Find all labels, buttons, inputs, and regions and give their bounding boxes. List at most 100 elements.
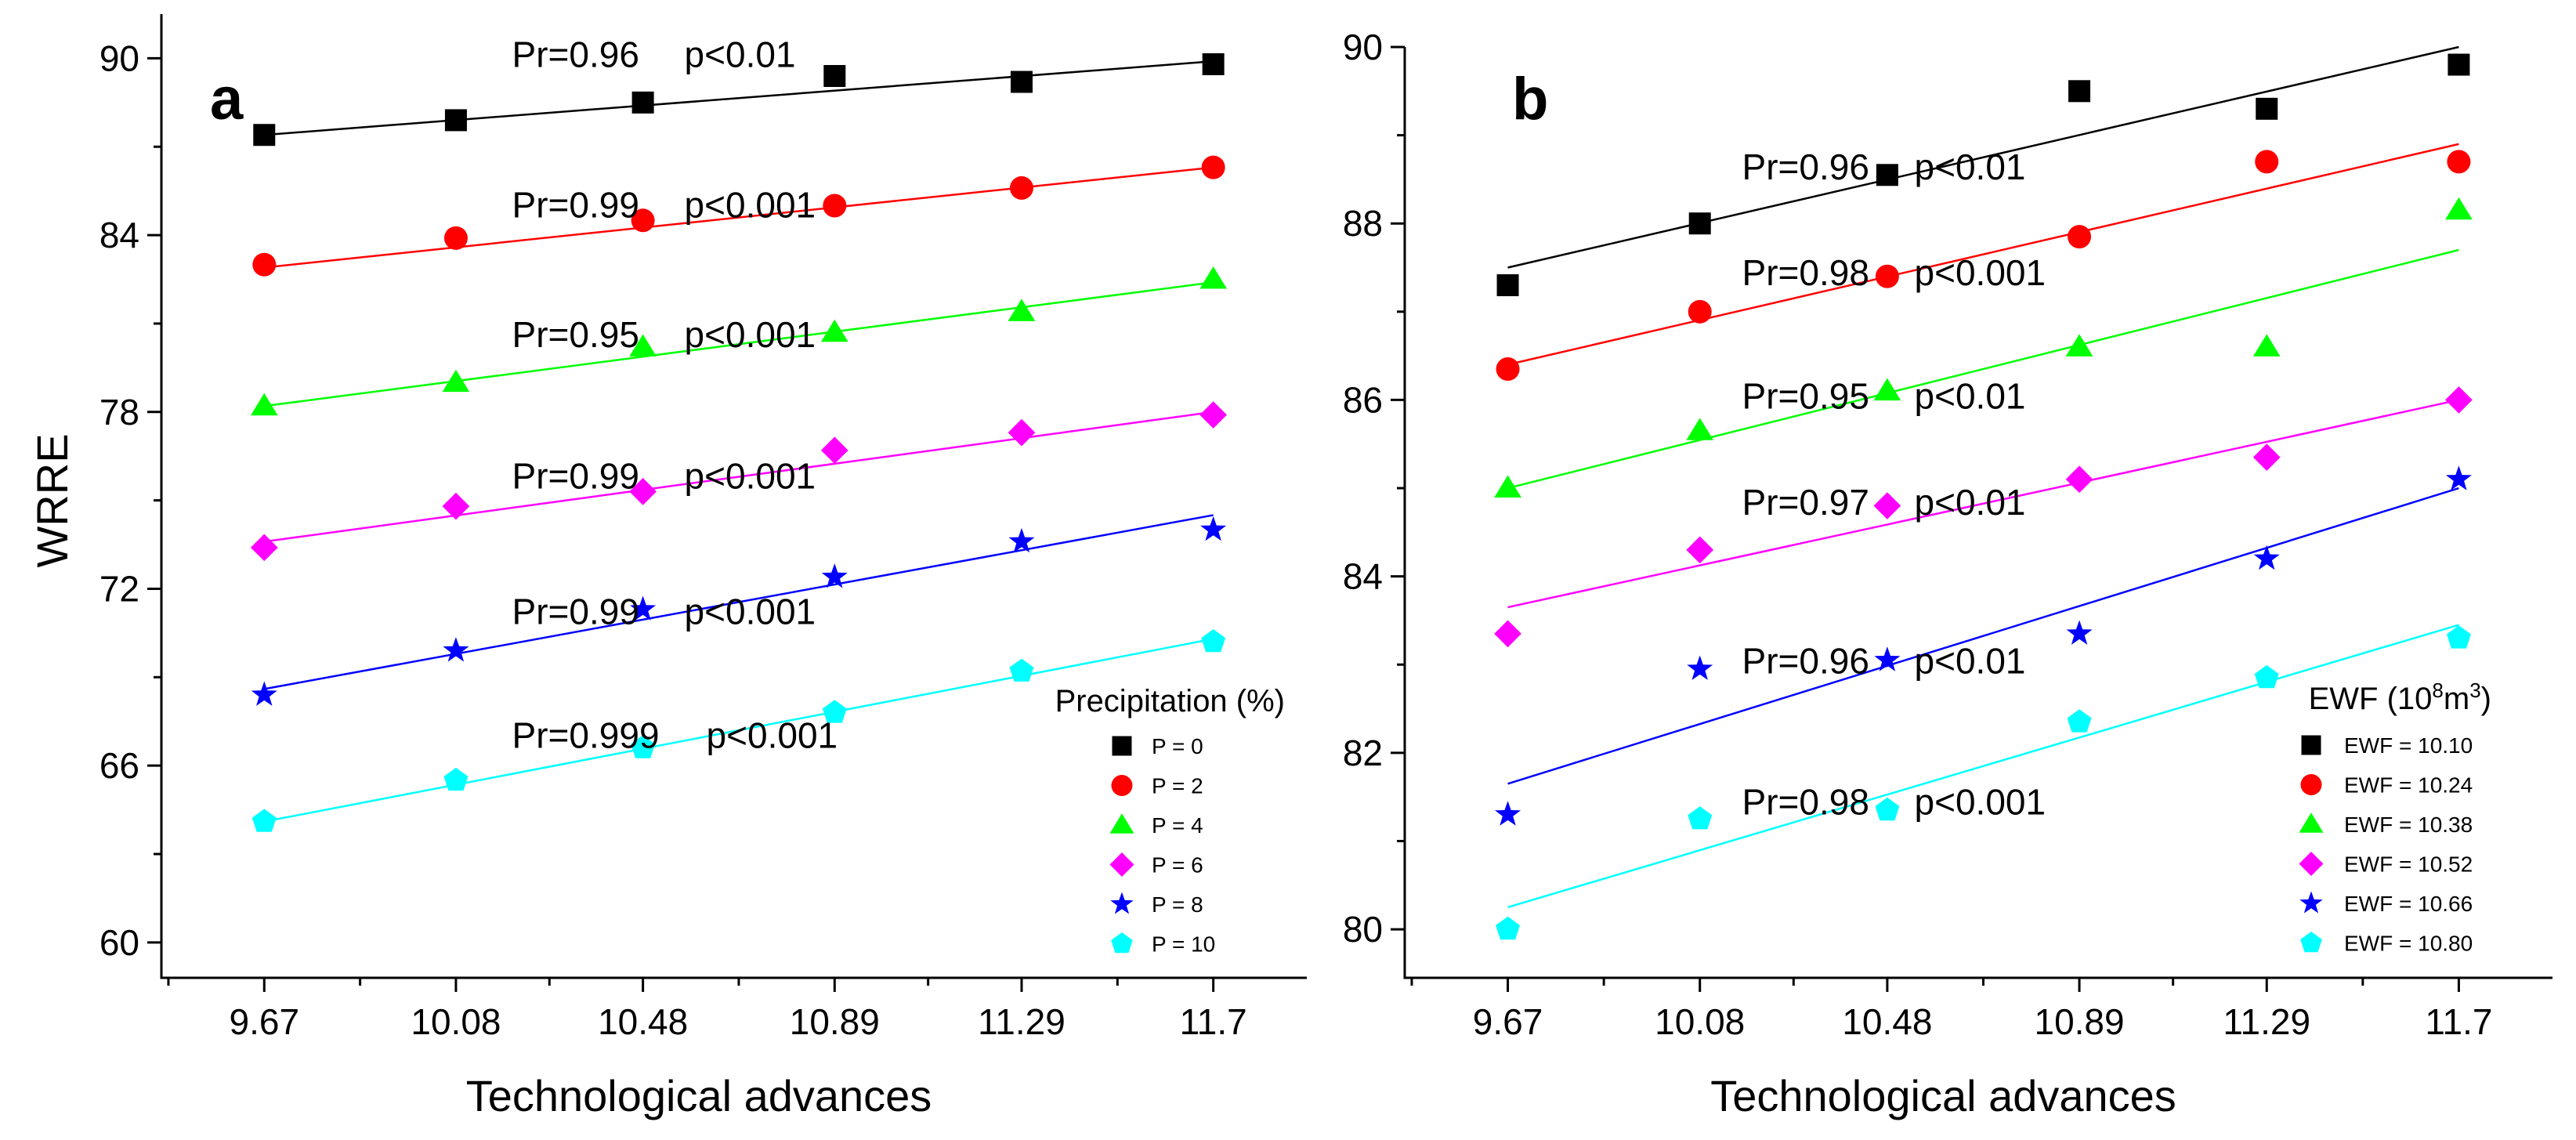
data-point: [1494, 620, 1521, 648]
data-point: [1873, 378, 1901, 401]
data-point: [1496, 357, 1520, 382]
legend: EWF (108m3) EWF = 10.10 EWF = 10.24 EWF = 1…: [2299, 679, 2491, 956]
legend-title: Precipitation (%): [1055, 684, 1285, 718]
p-value-label: p<0.01: [1915, 641, 2026, 682]
legend-label: P = 0: [1152, 734, 1203, 758]
data-point: [2254, 664, 2279, 689]
legend-marker: [1111, 775, 1133, 796]
data-point: [1874, 646, 1901, 671]
data-point: [1686, 536, 1714, 564]
series-6: Pr=0.98 p<0.001: [1496, 624, 2471, 940]
y-tick-label: 82: [1343, 733, 1383, 773]
panel-label: b: [1512, 66, 1548, 132]
fit-line: [1507, 248, 2459, 490]
data-point: [1199, 401, 1228, 429]
legend-marker: [2299, 852, 2324, 876]
fit-line: [1507, 143, 2459, 366]
data-point: [1495, 801, 1521, 826]
y-tick-label: 84: [99, 215, 139, 255]
data-point: [1688, 806, 1713, 830]
data-point: [823, 64, 846, 87]
legend-label: EWF = 10.52: [2344, 852, 2473, 877]
y-tick-label: 90: [99, 38, 139, 78]
data-point: [251, 809, 277, 832]
legend-label: EWF = 10.10: [2344, 733, 2473, 758]
data-point: [2066, 620, 2093, 645]
legend-label: P = 8: [1152, 892, 1203, 917]
data-point: [1200, 516, 1227, 541]
data-point: [821, 563, 848, 588]
data-point: [631, 91, 654, 114]
data-point: [1873, 492, 1901, 519]
data-point: [2445, 197, 2473, 220]
y-tick-label: 66: [99, 745, 139, 786]
x-tick-label: 11.29: [2223, 1001, 2310, 1042]
x-tick-label: 10.08: [411, 1001, 501, 1042]
data-point: [820, 319, 848, 342]
data-point: [629, 334, 657, 357]
legend-marker: [2299, 812, 2324, 833]
data-point: [820, 436, 848, 465]
data-point: [443, 226, 468, 250]
legend-marker: [1110, 892, 1134, 914]
correlation-label: Pr=0.98: [1742, 782, 1869, 823]
fit-line: [264, 60, 1214, 136]
correlation-label: Pr=0.99: [512, 456, 639, 497]
data-point: [1009, 658, 1034, 682]
series-6: Pr=0.999 p<0.001: [251, 629, 1226, 832]
data-point: [250, 534, 278, 562]
legend-label: P = 10: [1152, 932, 1215, 957]
fit-line: [264, 411, 1214, 543]
fit-line: [1507, 487, 2459, 785]
y-tick-label: 84: [1343, 556, 1383, 597]
correlation-label: Pr=0.95: [512, 314, 639, 355]
fit-line: [1507, 399, 2459, 609]
data-point: [2252, 443, 2281, 471]
data-point: [1687, 655, 1713, 680]
data-point: [631, 208, 655, 233]
legend-label: EWF = 10.38: [2344, 812, 2473, 837]
data-point: [629, 477, 657, 505]
data-point: [444, 109, 467, 132]
p-value-label: p<0.001: [707, 715, 838, 756]
series-1: Pr=0.96 p<0.01: [253, 34, 1225, 147]
series-1: Pr=0.96 p<0.01: [1496, 45, 2470, 297]
data-point: [1008, 418, 1036, 447]
correlation-label: Pr=0.97: [1742, 482, 1869, 523]
data-point: [1688, 212, 1711, 235]
correlation-label: Pr=0.96: [512, 34, 639, 75]
x-tick-label: 10.48: [1842, 1001, 1932, 1042]
correlation-label: Pr=0.999: [512, 715, 660, 756]
data-point: [1496, 916, 1520, 940]
series-4: Pr=0.97 p<0.01: [1494, 386, 2473, 648]
fit-line: [264, 514, 1214, 690]
data-point: [2068, 80, 2091, 103]
series-3: Pr=0.95 p<0.01: [1494, 197, 2473, 498]
fit-line: [264, 281, 1214, 407]
x-tick-label: 11.7: [1180, 1001, 1247, 1042]
data-point: [442, 492, 470, 520]
data-point: [2067, 709, 2092, 733]
data-point: [2445, 465, 2472, 490]
axes-frame: [1403, 47, 2552, 979]
data-point: [1496, 274, 1519, 297]
series-2: Pr=0.99 p<0.001: [252, 155, 1225, 277]
correlation-label: Pr=0.99: [512, 185, 639, 226]
data-point: [250, 393, 278, 416]
data-point: [253, 124, 276, 147]
data-point: [2065, 334, 2093, 356]
x-tick-label: 10.08: [1655, 1001, 1745, 1042]
x-tick-label: 10.89: [2034, 1001, 2124, 1042]
x-tick-label: 9.67: [1473, 1001, 1543, 1042]
data-point: [1688, 299, 1712, 324]
legend-marker: [1111, 932, 1133, 954]
y-tick-label: 86: [1343, 379, 1383, 420]
series-3: Pr=0.95 p<0.001: [250, 266, 1228, 416]
fit-line: [1507, 45, 2459, 269]
panel-b: 9.67 10.08 10.48 10.89 11.29 11.7 80 82 84 86 88 90…: [1343, 27, 2552, 1120]
legend-label: EWF = 10.66: [2344, 892, 2473, 916]
y-tick-label: 88: [1343, 203, 1383, 244]
y-axis-title: WRRE: [27, 433, 77, 567]
series-2: Pr=0.98 p<0.001: [1496, 143, 2471, 382]
